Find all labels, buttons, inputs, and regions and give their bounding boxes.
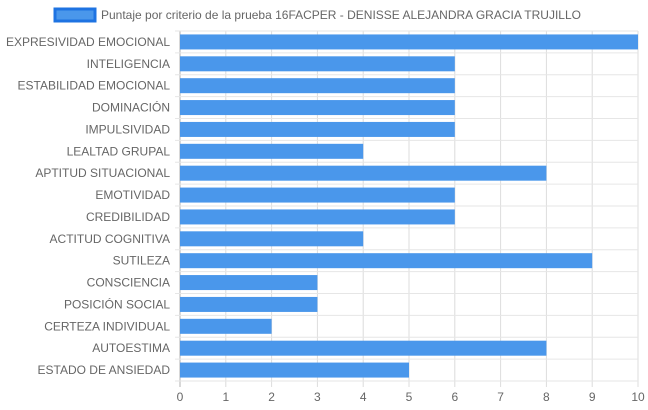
- bar[interactable]: [180, 340, 547, 356]
- legend-swatch[interactable]: [53, 7, 97, 23]
- bar[interactable]: [180, 275, 318, 291]
- x-tick-label: 6: [451, 390, 458, 404]
- category-label: CONSCIENCIA: [87, 276, 170, 290]
- value-axis: 0 1 2 3 4 5 6 7 8 9 10: [177, 390, 645, 404]
- category-label: LEALTAD GRUPAL: [67, 144, 171, 158]
- bar[interactable]: [180, 121, 455, 137]
- legend-label[interactable]: Puntaje por criterio de la prueba 16FACP…: [101, 8, 581, 22]
- category-label: IMPULSIVIDAD: [85, 122, 170, 136]
- bar[interactable]: [180, 143, 364, 159]
- category-label: ESTABILIDAD EMOCIONAL: [18, 79, 171, 93]
- x-tick-label: 3: [314, 390, 321, 404]
- category-label: POSICIÓN SOCIAL: [64, 296, 170, 311]
- category-label: ESTADO DE ANSIEDAD: [38, 363, 171, 377]
- bar[interactable]: [180, 362, 409, 378]
- bar[interactable]: [180, 56, 455, 72]
- x-tick-label: 7: [497, 390, 504, 404]
- category-label: ACTITUD COGNITIVA: [50, 232, 170, 246]
- x-tick-label: 4: [360, 390, 367, 404]
- x-tick-label: 0: [177, 390, 184, 404]
- legend[interactable]: Puntaje por criterio de la prueba 16FACP…: [53, 7, 581, 23]
- category-axis: EXPRESIVIDAD EMOCIONAL INTELIGENCIA ESTABI…: [6, 35, 170, 377]
- bars: [180, 34, 638, 378]
- category-label: EMOTIVIDAD: [95, 188, 170, 202]
- bar[interactable]: [180, 165, 547, 181]
- category-label: APTITUD SITUACIONAL: [35, 166, 170, 180]
- bar[interactable]: [180, 34, 638, 50]
- x-tick-label: 1: [222, 390, 229, 404]
- category-label: CREDIBILIDAD: [86, 210, 170, 224]
- x-tick-label: 9: [589, 390, 596, 404]
- category-label: AUTOESTIMA: [92, 341, 170, 355]
- category-label: EXPRESIVIDAD EMOCIONAL: [6, 35, 170, 49]
- x-tick-label: 5: [406, 390, 413, 404]
- category-label: DOMINACIÓN: [92, 100, 170, 115]
- bar[interactable]: [180, 296, 318, 312]
- bar[interactable]: [180, 209, 455, 225]
- category-label: SUTILEZA: [113, 254, 170, 268]
- bar[interactable]: [180, 253, 593, 269]
- x-tick-label: 8: [543, 390, 550, 404]
- bar[interactable]: [180, 231, 364, 247]
- bar[interactable]: [180, 318, 272, 334]
- x-tick-label: 10: [631, 390, 645, 404]
- bar[interactable]: [180, 100, 455, 116]
- x-tick-label: 2: [268, 390, 275, 404]
- bar[interactable]: [180, 78, 455, 94]
- bar[interactable]: [180, 187, 455, 203]
- category-label: INTELIGENCIA: [87, 57, 170, 71]
- category-label: CERTEZA INDIVIDUAL: [44, 319, 170, 333]
